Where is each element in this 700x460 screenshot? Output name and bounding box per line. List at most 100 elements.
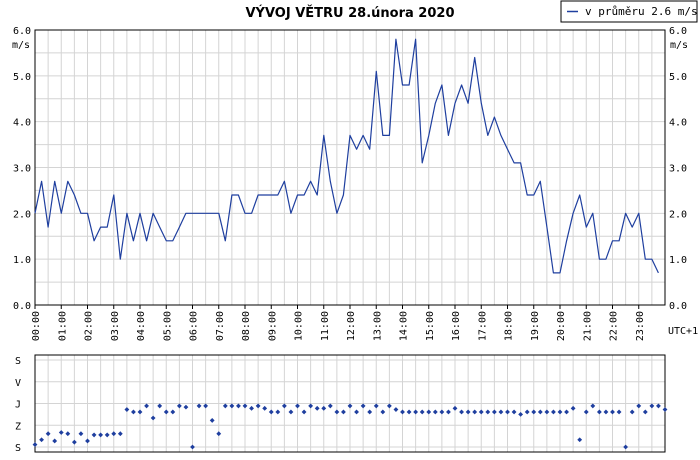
- y-tick-label: 6.0: [13, 26, 31, 37]
- direction-point: [281, 403, 287, 409]
- direction-point: [386, 403, 392, 409]
- x-tick-label: 01:00: [57, 311, 68, 341]
- direction-point: [459, 409, 464, 415]
- direction-point: [360, 403, 366, 409]
- direction-point: [511, 409, 517, 415]
- direction-point: [642, 409, 648, 415]
- direction-point: [65, 431, 71, 437]
- x-tick-label: 06:00: [189, 311, 200, 341]
- direction-point: [222, 403, 228, 409]
- y-tick-label: 4.0: [13, 118, 31, 129]
- direction-point: [531, 409, 537, 415]
- direction-tick-label: Z: [15, 421, 21, 432]
- direction-point: [537, 409, 543, 415]
- x-tick-label: 11:00: [320, 311, 331, 341]
- direction-point: [551, 409, 556, 415]
- direction-point: [518, 411, 524, 417]
- direction-point: [610, 409, 615, 415]
- direction-point: [58, 430, 64, 435]
- direction-point: [406, 409, 412, 415]
- y-tick-label-right: 0.0: [669, 301, 687, 312]
- y-tick-label-right: 4.0: [669, 118, 687, 129]
- direction-point: [491, 409, 497, 415]
- direction-point: [301, 409, 307, 415]
- direction-point: [354, 409, 359, 415]
- direction-point: [176, 403, 182, 409]
- direction-tick-label: S: [15, 356, 21, 367]
- direction-point: [157, 403, 163, 409]
- x-tick-label: 09:00: [267, 311, 278, 341]
- x-tick-label: 03:00: [110, 311, 121, 341]
- x-tick-label: 00:00: [31, 311, 42, 341]
- x-tick-label: 10:00: [294, 311, 305, 341]
- direction-point: [98, 432, 104, 438]
- direction-point: [288, 409, 294, 415]
- direction-point: [275, 409, 281, 415]
- top-plot-frame: [34, 29, 666, 306]
- direction-tick-label: V: [15, 378, 21, 389]
- x-tick-label: 07:00: [215, 311, 226, 341]
- direction-point: [367, 409, 373, 415]
- x-tick-label: 08:00: [241, 311, 252, 341]
- direction-point: [190, 444, 195, 450]
- x-tick-label: 23:00: [635, 311, 646, 341]
- direction-point: [472, 409, 478, 415]
- x-tick-label: 18:00: [504, 311, 515, 341]
- y-tick-label: 1.0: [13, 255, 31, 266]
- direction-point: [183, 404, 189, 410]
- speed-line: [34, 38, 659, 274]
- legend-box: [560, 0, 698, 23]
- y-tick-label: 0.0: [13, 301, 31, 312]
- direction-point: [85, 438, 90, 444]
- x-tick-label: 22:00: [609, 311, 620, 341]
- bottom-plot-frame: [34, 354, 666, 453]
- x-axis-label: UTC+1: [668, 326, 698, 337]
- direction-tick-label: J: [15, 400, 21, 411]
- direction-point: [564, 409, 569, 415]
- x-tick-label: 05:00: [162, 311, 173, 341]
- top-plot-tick-labels: 0.0 0.0 1.0 1.0 2.0 2.0 3.0 3.0 4.0 4.0 5.0 5.0 6.0 6…: [13, 26, 687, 341]
- direction-point: [465, 409, 471, 415]
- x-tick-label: 20:00: [556, 311, 567, 341]
- direction-point: [662, 407, 668, 412]
- x-tick-label: 13:00: [372, 311, 383, 341]
- direction-point: [656, 403, 661, 409]
- direction-point: [131, 409, 136, 415]
- x-tick-label: 15:00: [425, 311, 436, 341]
- direction-point: [380, 409, 386, 415]
- direction-point: [170, 409, 176, 415]
- direction-point: [583, 409, 589, 415]
- x-tick-label: 02:00: [84, 311, 95, 341]
- direction-point: [78, 431, 84, 437]
- direction-point: [596, 409, 602, 415]
- direction-point: [347, 403, 353, 409]
- y-axis-label-right: m/s: [670, 40, 688, 51]
- chart-title: VÝVOJ VĚTRU 28.února 2020: [246, 5, 455, 21]
- y-tick-label-right: 6.0: [669, 26, 687, 37]
- direction-point: [505, 409, 510, 415]
- direction-point: [570, 405, 576, 411]
- direction-point: [432, 409, 438, 415]
- direction-point: [91, 432, 97, 438]
- direction-point: [229, 403, 235, 409]
- direction-point: [242, 403, 248, 409]
- direction-point: [557, 409, 563, 415]
- direction-point: [163, 409, 169, 415]
- y-tick-label: 2.0: [13, 209, 31, 220]
- direction-series: [32, 403, 668, 450]
- direction-point: [649, 403, 655, 409]
- direction-point: [150, 415, 156, 421]
- direction-point: [104, 432, 110, 438]
- direction-point: [524, 409, 530, 415]
- direction-point: [308, 403, 314, 409]
- direction-point: [629, 409, 635, 415]
- direction-point: [216, 431, 222, 437]
- direction-point: [144, 403, 149, 409]
- y-tick-label-right: 2.0: [669, 209, 687, 220]
- direction-point: [419, 409, 425, 415]
- direction-point: [255, 403, 261, 409]
- bottom-plot-grid: [35, 355, 665, 452]
- direction-point: [124, 407, 130, 412]
- direction-point: [636, 403, 642, 409]
